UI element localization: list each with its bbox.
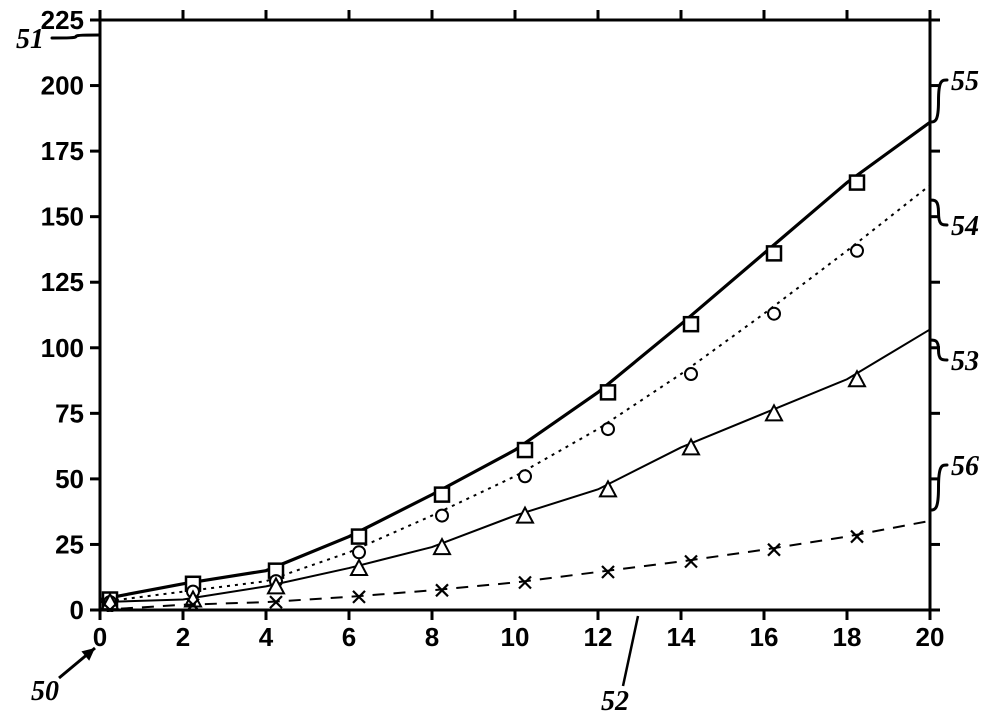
x-tick-label: 18 [833,622,862,652]
chart-figure: 0 25 50 75 100 125 150 175 200 225 0 2 4 6 8 10 12 14 16 18… [0,0,1000,725]
svg-text:56: 56 [951,451,979,482]
svg-text:53: 53 [951,346,979,377]
y-tick-label: 200 [41,71,84,101]
y-tick-label: 50 [55,464,84,494]
svg-text:51: 51 [16,24,44,55]
svg-text:54: 54 [951,211,979,242]
x-tick-label: 0 [93,622,107,652]
x-tick-label: 12 [584,622,613,652]
x-tick-label: 20 [916,622,945,652]
y-tick-label: 0 [70,595,84,625]
plot-svg: 0 25 50 75 100 125 150 175 200 225 0 2 4 6 8 10 12 14 16 18… [0,0,1000,725]
y-tick-label: 150 [41,202,84,232]
svg-text:52: 52 [601,686,629,717]
x-tick-label: 6 [342,622,356,652]
y-tick-label: 25 [55,529,84,559]
y-tick-label: 75 [55,398,84,428]
x-tick-label: 16 [750,622,779,652]
svg-text:50: 50 [31,676,59,707]
x-tick-label: 2 [176,622,190,652]
y-tick-label: 225 [41,5,84,35]
x-tick-label: 14 [667,622,696,652]
x-tick-label: 10 [501,622,530,652]
y-tick-label: 100 [41,333,84,363]
svg-text:55: 55 [951,66,979,97]
x-tick-label: 4 [259,622,274,652]
y-tick-label: 125 [41,267,84,297]
x-tick-label: 8 [425,622,439,652]
y-tick-label: 175 [41,136,84,166]
